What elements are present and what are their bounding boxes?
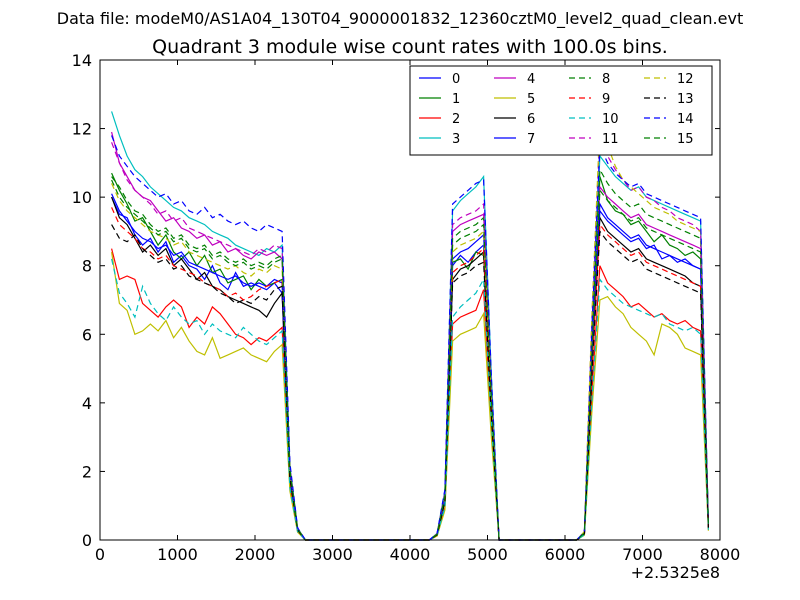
series-line-6: [111, 196, 709, 541]
series-line-0: [111, 196, 709, 541]
series-line-15: [111, 179, 709, 541]
chart-title: Quadrant 3 module wise count rates with …: [152, 36, 668, 58]
y-tick-label: 4: [82, 394, 92, 413]
legend-label-9: 9: [602, 92, 610, 107]
legend-label-3: 3: [452, 132, 460, 147]
x-tick-label: 0: [95, 545, 105, 564]
y-tick-label: 12: [72, 120, 92, 139]
series-line-5: [111, 251, 709, 541]
legend-label-14: 14: [677, 112, 694, 127]
y-tick-label: 2: [82, 462, 92, 481]
series-line-4: [111, 131, 709, 541]
x-offset-label: +2.5325e8: [631, 563, 720, 582]
legend-label-11: 11: [602, 132, 619, 147]
x-tick-label: 6000: [545, 545, 586, 564]
ticks-layer: 0 1000 2000 3000 4000 5000 6000 7000 80000246810…: [72, 51, 741, 564]
series-line-9: [111, 207, 709, 541]
x-tick-label: 5000: [467, 545, 508, 564]
x-tick-label: 1000: [157, 545, 198, 564]
y-tick-label: 0: [82, 531, 92, 550]
series-line-2: [111, 248, 709, 541]
x-tick-label: 2000: [235, 545, 276, 564]
series-line-14: [111, 135, 709, 541]
legend-label-13: 13: [677, 92, 694, 107]
series-line-10: [111, 258, 709, 541]
y-tick-label: 6: [82, 325, 92, 344]
series-line-11: [111, 128, 709, 541]
series-line-7: [111, 193, 709, 541]
series-line-13: [111, 224, 709, 541]
legend-label-6: 6: [527, 112, 535, 127]
x-tick-label: 3000: [312, 545, 353, 564]
legend-label-5: 5: [527, 92, 535, 107]
legend-label-2: 2: [452, 112, 460, 127]
y-tick-label: 14: [72, 51, 92, 70]
legend-label-4: 4: [527, 72, 535, 87]
series-line-12: [111, 121, 709, 541]
legend-label-15: 15: [677, 132, 694, 147]
x-tick-label: 8000: [700, 545, 741, 564]
legend-label-12: 12: [677, 72, 694, 87]
legend-label-0: 0: [452, 72, 460, 87]
y-tick-label: 10: [72, 188, 92, 207]
y-tick-label: 8: [82, 257, 92, 276]
legend-box: [409, 65, 713, 156]
data-file-suptitle: Data file: modeM0/AS1A04_130T04_90000018…: [57, 9, 743, 29]
legend-label-1: 1: [452, 92, 460, 107]
legend-label-8: 8: [602, 72, 610, 87]
legend-label-7: 7: [527, 132, 535, 147]
series-layer: [111, 111, 709, 541]
legend-label-10: 10: [602, 112, 619, 127]
x-tick-label: 4000: [390, 545, 431, 564]
series-line-8: [111, 167, 709, 541]
x-tick-label: 7000: [622, 545, 663, 564]
